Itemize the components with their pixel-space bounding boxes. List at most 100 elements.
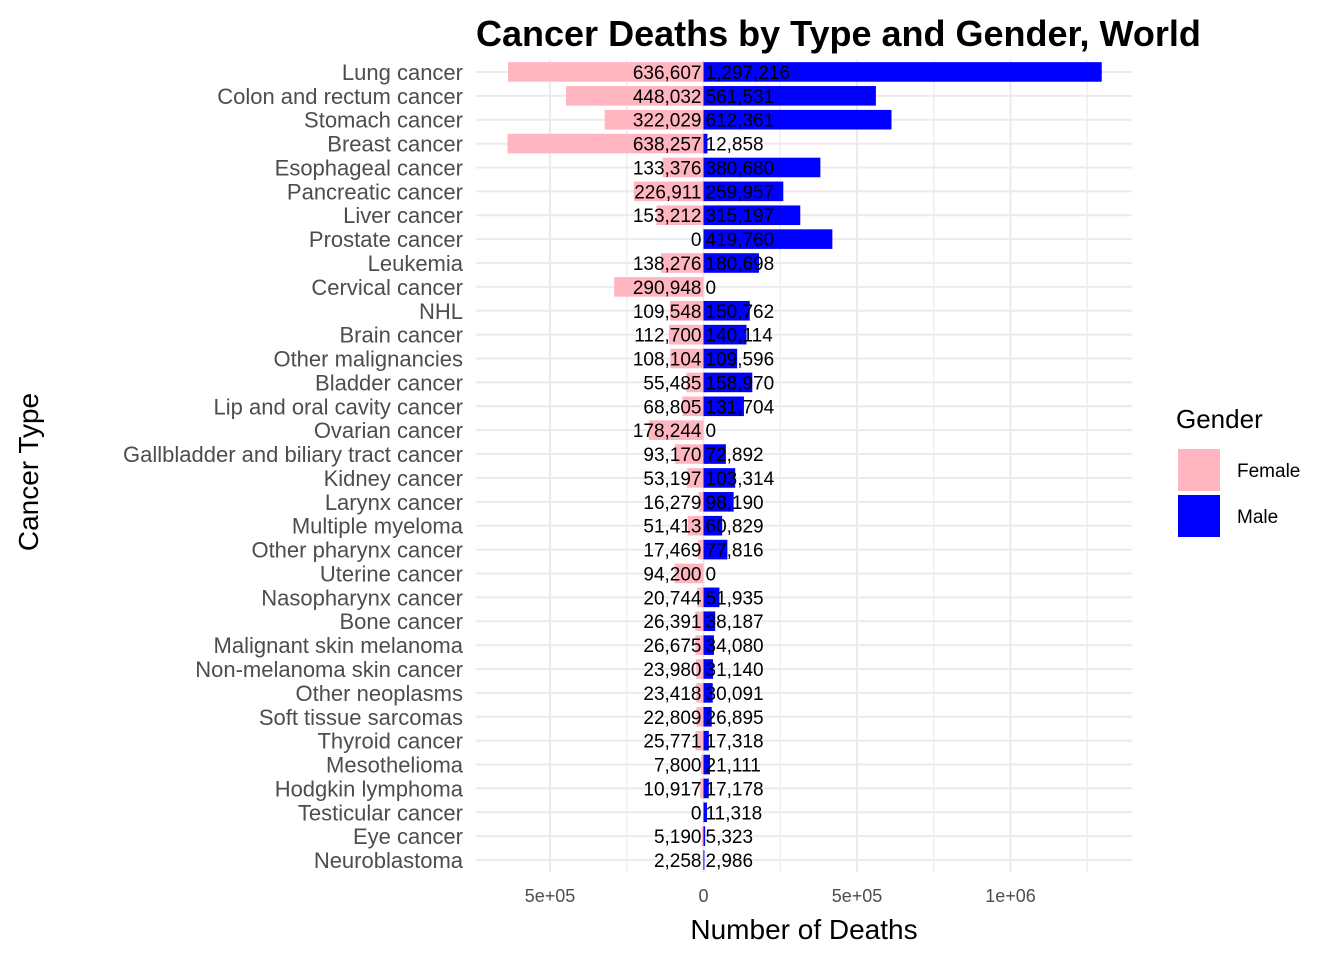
bar-male	[703, 802, 707, 823]
category-label: Larynx cancer	[325, 490, 463, 515]
x-tick-label: 5e+05	[525, 886, 576, 906]
data-label-male: 34,080	[706, 636, 764, 657]
bar-male	[703, 515, 723, 536]
bar-male	[703, 754, 710, 775]
category-label: Esophageal cancer	[275, 155, 463, 180]
data-label-female: 23,418	[643, 684, 701, 705]
data-label-female: 5,190	[654, 827, 702, 848]
bar-male	[703, 850, 705, 870]
bar-male	[703, 205, 801, 226]
bar-female	[686, 372, 704, 393]
bar-male	[703, 659, 714, 679]
data-label-male: 30,091	[706, 684, 764, 705]
data-label-male: 17,318	[706, 732, 764, 753]
bar-male	[703, 826, 706, 846]
bar-male	[703, 778, 709, 799]
category-label: Testicular cancer	[298, 800, 463, 825]
data-label-male: 103,314	[706, 469, 775, 490]
category-label: Other pharynx cancer	[251, 538, 463, 563]
bar-female	[604, 109, 704, 130]
data-label-male: 158,970	[706, 373, 775, 394]
bar-female	[648, 420, 704, 440]
data-label-female: 17,469	[643, 541, 701, 562]
data-label-female: 638,257	[633, 135, 702, 156]
data-label-female: 22,809	[643, 708, 701, 729]
bar-male	[703, 133, 708, 154]
bar-male	[703, 229, 833, 249]
data-label-male: 0	[706, 278, 717, 299]
bar-female	[702, 850, 704, 870]
bar-male	[703, 86, 876, 106]
x-axis-tick-labels: 5e+05 0 5e+05 1e+06	[525, 886, 1036, 906]
data-label-female: 20,744	[643, 588, 702, 609]
data-label-female: 108,104	[633, 350, 702, 371]
category-label: Malignant skin melanoma	[214, 633, 464, 658]
bar-female	[633, 181, 704, 202]
bar-male	[703, 348, 738, 369]
category-label: Gallbladder and biliary tract cancer	[123, 442, 463, 467]
bar-male	[703, 468, 736, 488]
x-tick-label: 0	[698, 886, 708, 906]
data-label-male: 109,596	[706, 350, 775, 371]
bar-female	[656, 205, 704, 226]
data-label-male: 11,318	[706, 803, 763, 824]
data-label-female: 53,197	[643, 469, 701, 490]
data-label-male: 0	[706, 421, 717, 442]
data-label-male: 315,197	[706, 206, 775, 227]
data-label-male: 38,187	[706, 612, 764, 633]
data-label-male: 77,816	[706, 541, 764, 562]
bar-female	[662, 157, 704, 178]
category-label: Liver cancer	[343, 203, 463, 228]
category-label: Nasopharynx cancer	[261, 585, 463, 610]
bar-female	[687, 515, 704, 536]
bar-male	[703, 539, 728, 560]
data-label-male: 21,111	[706, 756, 761, 777]
data-label-female: 0	[691, 803, 702, 824]
data-label-male: 380,680	[706, 158, 775, 179]
category-label: Ovarian cancer	[314, 418, 463, 443]
category-label: Leukemia	[368, 251, 464, 276]
bar-female	[695, 611, 704, 632]
category-label: Kidney cancer	[324, 466, 463, 491]
bar-male	[703, 324, 747, 345]
x-tick-label: 5e+05	[832, 886, 883, 906]
grid-lines	[476, 60, 1132, 872]
bar-female	[674, 444, 704, 464]
bar-female	[687, 468, 704, 488]
legend-label-male: Male	[1237, 507, 1278, 528]
data-label-male: 0	[706, 564, 717, 585]
category-label: Neuroblastoma	[314, 848, 464, 873]
data-label-male: 612,361	[706, 111, 775, 132]
data-label-male: 5,323	[706, 827, 754, 848]
data-label-female: 290,948	[633, 278, 702, 299]
bar-male	[703, 587, 720, 608]
bar-female	[695, 635, 704, 655]
bar-male	[703, 109, 892, 130]
data-label-male: 561,531	[706, 87, 775, 108]
bar-male	[703, 157, 821, 178]
category-label: Eye cancer	[353, 824, 463, 849]
category-label: Mesothelioma	[326, 753, 464, 778]
category-label: Soft tissue sarcomas	[259, 705, 463, 730]
data-label-female: 94,200	[643, 564, 701, 585]
bar-female	[508, 62, 704, 82]
bar-male	[703, 181, 784, 202]
bar-female	[661, 253, 704, 273]
bar-male	[703, 372, 753, 393]
bar-female	[669, 300, 704, 321]
category-label: Other malignancies	[273, 347, 463, 372]
data-label-male: 72,892	[706, 445, 764, 466]
bar-female	[701, 754, 704, 775]
category-label: Cervical cancer	[311, 275, 463, 300]
data-label-female: 322,029	[633, 111, 702, 132]
data-label-female: 10,917	[643, 779, 701, 800]
bar-male	[703, 444, 726, 464]
category-label: Non-melanoma skin cancer	[195, 657, 463, 682]
data-label-male: 1,297,216	[706, 63, 791, 84]
data-label-female: 25,771	[643, 732, 701, 753]
data-label-male: 419,760	[706, 230, 775, 251]
bar-male	[703, 253, 759, 273]
